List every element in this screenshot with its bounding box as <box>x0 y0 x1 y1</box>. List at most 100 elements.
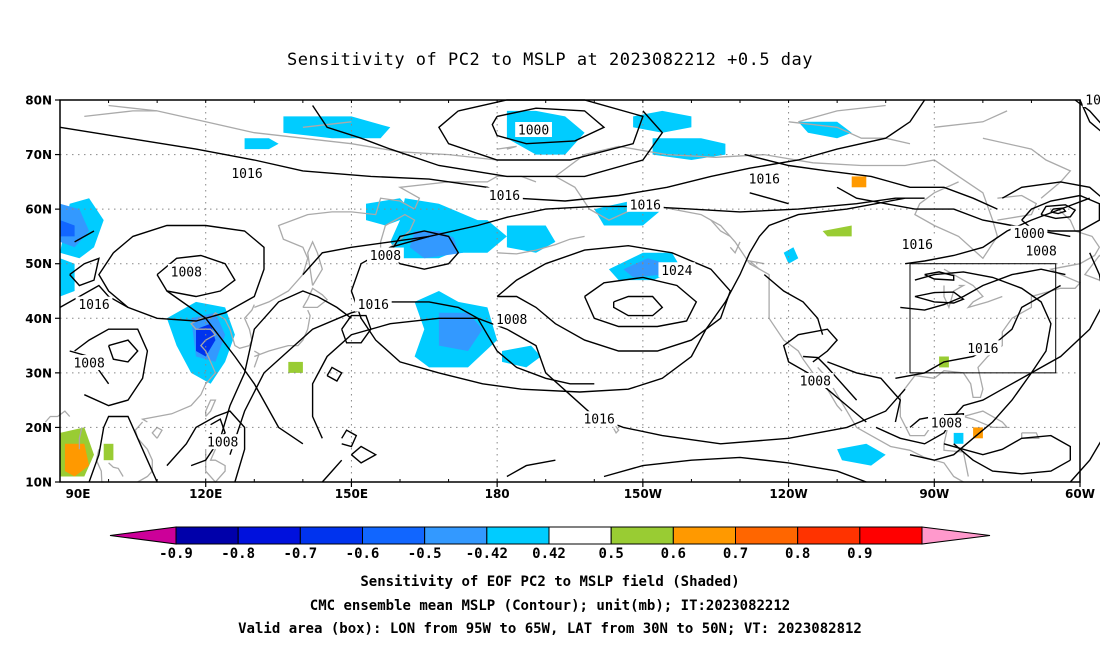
blob-or-b <box>851 176 867 188</box>
colorbar-box <box>548 526 612 545</box>
colorbar-left-arrow <box>109 526 177 545</box>
contour-label: 1016 <box>231 167 262 182</box>
lat-label: 20N <box>25 421 52 435</box>
coastline-segment <box>95 449 104 483</box>
lat-label: 50N <box>25 257 52 271</box>
mslp-contour <box>613 295 664 317</box>
colorbar-box <box>672 526 736 545</box>
colorbar-box <box>299 526 364 545</box>
contour-label: 1016 <box>902 238 933 253</box>
graticule <box>60 100 1080 482</box>
mslp-contour <box>350 445 378 464</box>
colorbar-label: 0.8 <box>785 546 810 562</box>
valid-area-box <box>909 263 1057 374</box>
coastline-segment <box>140 304 255 423</box>
coastline-segment <box>302 287 329 309</box>
mslp-contour <box>74 230 95 243</box>
caption-valid-area: Valid area (box): LON from 95W to 65W, L… <box>238 621 862 637</box>
contour-label-background <box>964 340 1002 356</box>
coastline-segment <box>302 121 352 128</box>
contour-label-background <box>658 262 696 278</box>
contour-label-background <box>486 187 523 203</box>
blob-indochina <box>103 443 114 461</box>
contour-label: 1016 <box>749 173 780 188</box>
colorbar-label: -0.7 <box>283 546 317 562</box>
blob-gulf-core <box>623 258 668 278</box>
lon-label: 180 <box>485 487 510 501</box>
mslp-contour <box>107 339 139 363</box>
colorbar-label: 0.6 <box>661 546 686 562</box>
contour-label-background <box>70 355 108 371</box>
colorbar-right-arrow <box>921 526 991 545</box>
mslp-contour <box>326 366 343 382</box>
coastlines <box>44 104 1100 483</box>
mslp-contour <box>1069 441 1100 483</box>
colorbar-box <box>859 526 923 545</box>
coastline-segment <box>307 240 324 286</box>
colorbar-box <box>175 526 239 545</box>
contour-label: 1008 <box>73 357 104 372</box>
colorbar-box <box>237 526 301 545</box>
coastline-segment <box>747 259 765 270</box>
coastline-segment <box>963 410 1009 429</box>
lon-label: 60W <box>1065 487 1095 501</box>
mslp-contour <box>803 355 858 401</box>
coastline-segment <box>497 145 517 150</box>
lat-label: 30N <box>25 366 52 380</box>
mslp-contour <box>389 230 460 270</box>
contour-label: 1000 <box>518 124 549 139</box>
coastline-segment <box>134 421 153 483</box>
mslp-contour <box>782 328 867 423</box>
contour-label-background <box>515 122 552 138</box>
contour-label: 1024 <box>661 264 692 279</box>
contour-label: 1016 <box>489 189 520 204</box>
lat-label: 40N <box>25 312 52 326</box>
blob-caribbean <box>953 432 964 444</box>
contour-label-background <box>493 311 531 327</box>
mslp-contour <box>1079 99 1100 132</box>
mslp-contour <box>69 257 100 287</box>
colorbar-label: 0.7 <box>723 546 748 562</box>
contour-label: 1008 <box>370 249 401 264</box>
mslp-contour <box>914 291 965 304</box>
lon-label: 90W <box>919 487 949 501</box>
sensitivity-shading <box>60 110 983 477</box>
coastline-segment <box>788 121 911 145</box>
contour-label: 1008 <box>207 436 238 451</box>
coastline-segment <box>379 213 416 259</box>
coastline-segment <box>613 422 620 435</box>
mslp-contour <box>749 192 789 205</box>
lat-label: 60N <box>25 203 52 217</box>
colorbar-box <box>610 526 674 545</box>
coastline-segment <box>108 104 498 161</box>
mslp-contour <box>875 252 1100 445</box>
colorbar-box <box>735 526 799 545</box>
colorbar-box <box>486 526 550 545</box>
contour-label: 1016 <box>78 298 109 313</box>
contour-label: 1008 <box>931 417 962 432</box>
coastline-segment <box>254 175 537 309</box>
contour-label-background <box>1010 225 1048 241</box>
colorbar-label: 0.5 <box>599 546 624 562</box>
contour-label-background <box>204 434 242 450</box>
mslp-contour <box>827 361 902 423</box>
mslp-contour <box>496 244 732 352</box>
coastline-segment <box>982 137 1072 199</box>
colorbar-label: -0.9 <box>159 546 193 562</box>
mslp-contour <box>88 415 158 483</box>
colorbar-label: -0.42 <box>466 546 508 562</box>
contour-label: 1016 <box>967 342 998 357</box>
contour-label-background <box>580 411 618 427</box>
mslp-contour <box>321 459 343 483</box>
mslp-contour <box>74 328 149 407</box>
coastline-segment <box>555 175 843 412</box>
coastline-segment <box>44 410 71 423</box>
blob-dateline <box>502 345 541 368</box>
contour-label-background <box>1082 92 1100 107</box>
lon-label: 150W <box>624 487 662 501</box>
mslp-contour <box>229 301 595 455</box>
contour-label: 1008 <box>171 265 202 280</box>
contour-label-background <box>796 373 834 389</box>
coastline-segment <box>710 219 731 237</box>
coastline-segment <box>943 268 1003 309</box>
